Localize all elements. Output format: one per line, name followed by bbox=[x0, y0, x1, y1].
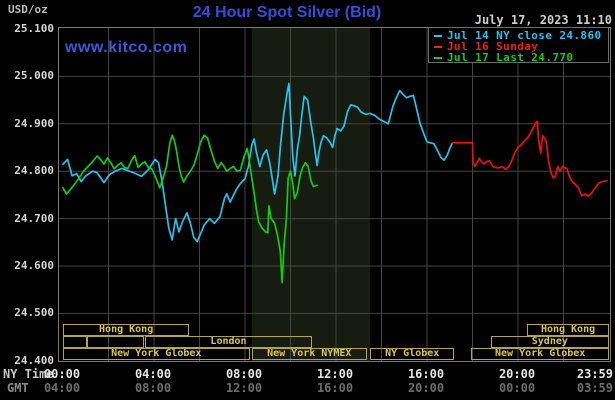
gmt-tick-label: 04:00 bbox=[43, 381, 81, 395]
gmt-tick-label: 00:00 bbox=[498, 381, 536, 395]
gmt-tick-label: 03:59 bbox=[576, 381, 613, 395]
nymex-session-shade bbox=[251, 28, 371, 361]
ny-time-tick-label: 12:00 bbox=[316, 367, 354, 381]
y-tick-label: 25.100 bbox=[14, 22, 54, 35]
legend-item-2: Jul 17 Last 24.770 bbox=[434, 52, 608, 63]
session-label: New York Globex bbox=[111, 348, 202, 359]
jul14-line bbox=[62, 82, 453, 243]
session-label: Hong Kong bbox=[540, 324, 596, 335]
legend-item-1: Jul 16 Sunday bbox=[434, 41, 608, 52]
ny-time-tick-label: 20:00 bbox=[498, 367, 536, 381]
ny-time-tick-label: 23:59 bbox=[576, 367, 613, 381]
ny-time-tick-label: 04:00 bbox=[134, 367, 172, 381]
session-box-new-york-globex: New York Globex bbox=[63, 348, 250, 360]
legend-dash-icon bbox=[434, 34, 442, 37]
session-box-hong-kong: Hong Kong bbox=[527, 324, 609, 336]
session-label: Sydney bbox=[531, 336, 568, 347]
session-box-unlabeled bbox=[86, 336, 144, 348]
legend-item-0: Jul 14 NY close 24.860 bbox=[434, 30, 608, 41]
jul17-line bbox=[62, 134, 318, 284]
gmt-tick-label: 16:00 bbox=[316, 381, 354, 395]
session-box-unlabeled bbox=[63, 336, 87, 348]
unit-label: USD/oz bbox=[8, 3, 48, 16]
y-tick-label: 24.400 bbox=[14, 353, 54, 367]
session-box-ny-globex: NY Globex bbox=[370, 348, 455, 360]
chart-canvas bbox=[59, 28, 610, 361]
y-tick-label: 24.700 bbox=[14, 211, 54, 225]
session-label: New York Globex bbox=[495, 348, 586, 359]
legend-dash-icon bbox=[434, 56, 442, 59]
legend-label: Jul 17 Last 24.770 bbox=[447, 51, 574, 64]
legend-label: Jul 16 Sunday bbox=[447, 40, 539, 53]
session-box-new-york-globex: New York Globex bbox=[471, 348, 609, 360]
session-label: NY Globex bbox=[385, 348, 440, 359]
gmt-tick-label: 20:00 bbox=[407, 381, 445, 395]
gmt-tick-label: 12:00 bbox=[225, 381, 263, 395]
ny-time-tick-label: 08:00 bbox=[225, 367, 263, 381]
plot-area: Hong Kong Hong Kong London Sydney New York G… bbox=[58, 27, 611, 362]
kitco-logo-link[interactable]: www.kitco.com bbox=[65, 39, 188, 56]
session-label: Hong Kong bbox=[99, 324, 154, 335]
session-label: New York NYMEX bbox=[267, 348, 352, 359]
page-title: 24 Hour Spot Silver (Bid) bbox=[192, 4, 382, 21]
session-box-hong-kong: Hong Kong bbox=[63, 324, 190, 336]
session-label: London bbox=[210, 336, 247, 347]
y-tick-label: 25.000 bbox=[14, 69, 54, 83]
timestamp: July 17, 2023 11:10 bbox=[474, 13, 612, 27]
session-box-london: London bbox=[144, 336, 313, 348]
session-box-sydney: Sydney bbox=[490, 336, 609, 348]
y-tick-label: 24.500 bbox=[14, 306, 54, 320]
y-tick-label: 24.800 bbox=[14, 164, 54, 178]
jul16-line bbox=[451, 120, 608, 198]
session-box-new-york-nymex: New York NYMEX bbox=[251, 348, 367, 360]
y-tick-label: 24.900 bbox=[14, 116, 54, 130]
ny-time-tick-label: 16:00 bbox=[407, 367, 445, 381]
legend: Jul 14 NY close 24.860 Jul 16 Sunday Jul 1… bbox=[428, 27, 609, 63]
ny-time-tick-label: 00:00 bbox=[43, 367, 81, 381]
y-tick-label: 24.600 bbox=[14, 259, 54, 272]
gmt-tick-label: 08:00 bbox=[134, 381, 172, 395]
x-axis-row2-title: GMT bbox=[7, 381, 29, 395]
legend-label: Jul 14 NY close 24.860 bbox=[447, 29, 602, 42]
legend-dash-icon bbox=[434, 45, 442, 48]
x-axis-row1-title: NY Time bbox=[3, 367, 54, 381]
